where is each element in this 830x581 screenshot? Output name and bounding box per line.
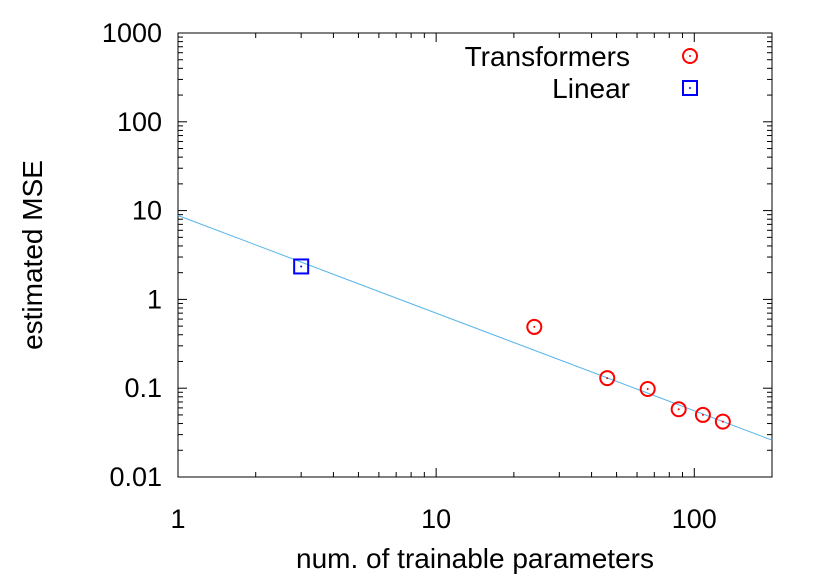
legend-marker	[682, 48, 698, 64]
transformer-point	[670, 401, 687, 418]
fit-line	[177, 215, 773, 441]
legend-label: Transformers	[465, 41, 630, 72]
y-axis-title: estimated MSE	[17, 160, 48, 350]
transformer-point	[714, 413, 731, 430]
transformer-point	[526, 318, 543, 335]
y-tick-label: 100	[117, 107, 162, 137]
legend-label: Linear	[552, 73, 630, 104]
axis-tick-labels: 1 10 100 0.01 0.1 1 10 100 1000	[102, 18, 717, 534]
x-axis-title: num. of trainable parameters	[296, 543, 654, 574]
fit-line-layer	[177, 215, 773, 441]
plot-frame	[177, 32, 773, 478]
x-tick-label: 1	[170, 504, 185, 534]
y-tick-label: 1000	[102, 18, 162, 48]
y-tick-label: 0.01	[109, 462, 162, 492]
linear-point	[293, 258, 310, 275]
y-tick-label: 1	[147, 284, 162, 314]
y-tick-label: 10	[132, 196, 162, 226]
transformer-point	[599, 370, 616, 387]
x-tick-label: 100	[672, 504, 717, 534]
legend-marker	[682, 80, 698, 96]
data-points	[293, 258, 731, 430]
x-tick-label: 10	[421, 504, 451, 534]
y-tick-label: 0.1	[124, 373, 162, 403]
transformer-point	[639, 380, 656, 397]
axis-ticks	[177, 32, 773, 478]
transformer-point	[694, 406, 711, 423]
